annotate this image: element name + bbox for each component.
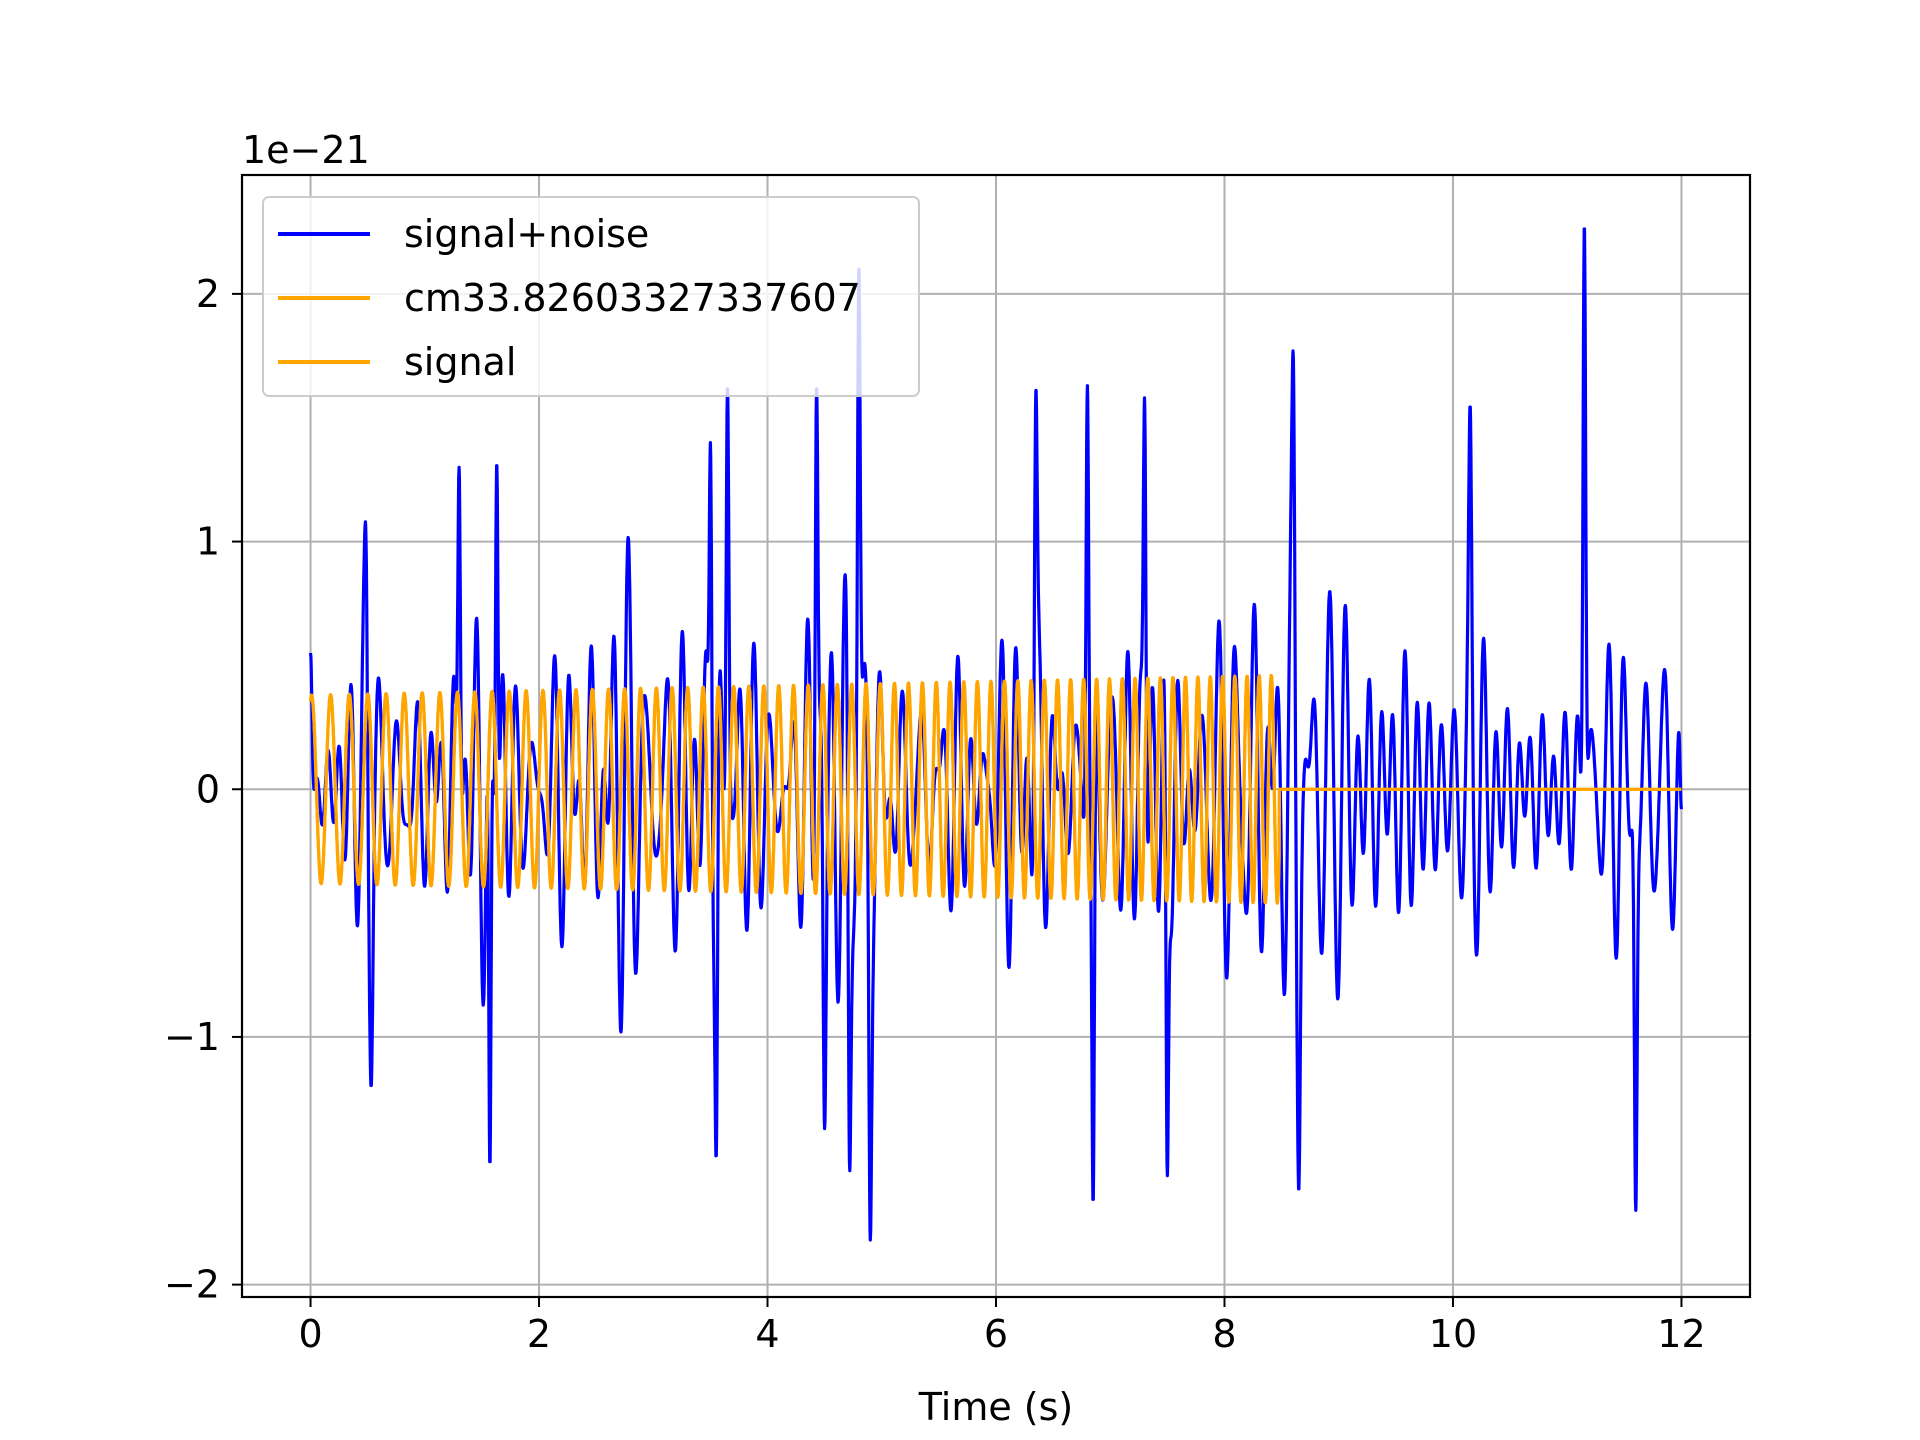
legend: signal+noise cm33.82603327337607 signal: [262, 196, 920, 397]
y-offset-label: 1e−21: [242, 128, 370, 172]
series-layer: [308, 227, 1684, 1242]
legend-item-signal-noise: signal+noise: [278, 212, 649, 256]
legend-swatch-cm: [278, 296, 370, 300]
legend-swatch-signal-noise: [278, 232, 370, 236]
y-tick-label: −1: [164, 1015, 220, 1059]
legend-label-signal-noise: signal+noise: [404, 212, 650, 256]
x-tick-label: 10: [1429, 1312, 1477, 1356]
x-tick-label: 2: [527, 1312, 551, 1356]
y-tick-label: 2: [196, 272, 220, 316]
x-axis-label: Time (s): [918, 1385, 1074, 1429]
x-tick-label: 6: [984, 1312, 1008, 1356]
x-tick-label: 8: [1212, 1312, 1236, 1356]
legend-label-cm: cm33.82603327337607: [404, 276, 861, 320]
y-tick-label: 0: [196, 767, 220, 811]
legend-label-signal: signal: [404, 340, 517, 384]
x-tick-label: 4: [755, 1312, 779, 1356]
x-tick-label: 12: [1657, 1312, 1705, 1356]
y-tick-label: −2: [164, 1263, 220, 1307]
series-line-signal: [308, 673, 1683, 905]
legend-item-cm: cm33.82603327337607: [278, 276, 861, 320]
legend-item-signal: signal: [278, 340, 516, 384]
legend-swatch-signal: [278, 360, 370, 364]
y-tick-label: 1: [196, 520, 220, 564]
x-tick-label: 0: [298, 1312, 322, 1356]
